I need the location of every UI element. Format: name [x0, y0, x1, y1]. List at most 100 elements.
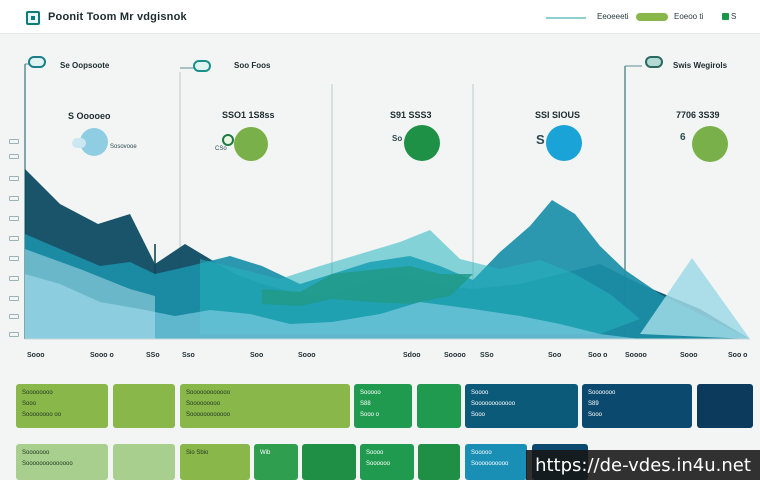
card-text-line: Wib — [260, 450, 271, 456]
summary-row1-card-3[interactable]: Soooooooooooo Sooooooooo Soooooooooooo — [180, 384, 350, 428]
series-cyan-overlay — [200, 230, 640, 334]
summary-row2-card-4[interactable]: Wib — [254, 444, 298, 480]
panel-2-badge-icon — [193, 60, 211, 72]
summary-row1-card-7[interactable]: Sooooooo S89 Sooo — [582, 384, 692, 428]
y-axis-tick — [9, 196, 19, 201]
x-tick-label: Sooo — [27, 352, 45, 359]
card-text-line: Soooo — [366, 450, 384, 456]
panel-3-sub: So — [392, 134, 403, 143]
card-text-line: Sooo o — [360, 412, 380, 418]
x-tick-label: Sooo o — [90, 352, 114, 359]
card-text-line: Sio Sbio — [186, 450, 209, 456]
header-toggle-pill[interactable] — [636, 13, 668, 21]
app-logo-icon[interactable] — [26, 11, 40, 25]
card-text-line: Sooooo — [360, 390, 381, 396]
x-tick-label: Soo — [250, 352, 264, 359]
series-lightblue-area — [25, 274, 640, 339]
y-axis-tick — [9, 139, 19, 144]
app-header: Poonit Toom Mr vdgisnok Eeoeeeti Eoeoo t… — [0, 0, 760, 34]
card-text-line: Sooo — [471, 412, 486, 418]
header-menu-item-1[interactable]: Eeoeeeti — [597, 12, 629, 21]
summary-row1-card-5[interactable] — [417, 384, 461, 428]
panel-5-label: Swis Wegirols — [673, 61, 728, 70]
status-dot-icon — [722, 13, 729, 20]
x-tick-label: Soo — [548, 352, 562, 359]
card-text-line: Sooooooo — [588, 390, 616, 396]
y-axis-tick — [9, 216, 19, 221]
app-title: Poonit Toom Mr vdgisnok — [48, 11, 187, 23]
card-text-line: Soooooooooo — [471, 461, 509, 467]
card-text-line: Sooooooooo — [186, 401, 221, 407]
panel-5-sub: 6 — [680, 132, 686, 143]
x-tick-label: Sooo — [680, 352, 698, 359]
header-menu-item-2[interactable]: Eoeoo ti — [674, 12, 704, 21]
card-text-line: Soooooooo — [22, 390, 53, 396]
panel-4-value: SSI SIOUS — [535, 110, 581, 120]
summary-row2-card-8[interactable]: Sooooo Soooooooooo — [465, 444, 527, 480]
summary-row1-card-4[interactable]: Sooooo S88 Sooo o — [354, 384, 412, 428]
summary-row2-card-7[interactable] — [418, 444, 460, 480]
card-text-line: Soooooooooooooo — [22, 461, 73, 467]
y-axis-tick — [9, 256, 19, 261]
area-chart-svg — [24, 63, 750, 340]
summary-row2-card-6[interactable]: Soooo Soooooo — [360, 444, 414, 480]
card-text-line: Soooooo — [366, 461, 391, 467]
y-axis-tick — [9, 154, 19, 159]
summary-row1-card-8[interactable] — [697, 384, 753, 428]
panel-1-mini-icon — [72, 138, 86, 148]
x-tick-label: Sdoo — [403, 352, 421, 359]
x-tick-label: Sso — [182, 352, 195, 359]
dashboard-chart: Se Oopsoote S Ooooeo Sosovooe Soo Foos S… — [0, 34, 760, 364]
card-text-line: Sooooo — [471, 450, 492, 456]
panel-1-label: Se Oopsoote — [60, 61, 110, 70]
summary-row2-card-5[interactable] — [302, 444, 356, 480]
y-axis-tick — [9, 276, 19, 281]
summary-row2-card-1[interactable]: Sooooooo Soooooooooooooo — [16, 444, 108, 480]
panel-4-sub: S — [536, 132, 545, 147]
card-text-line: Soooooooooooo — [186, 412, 231, 418]
panel-2-sub: CSo — [215, 146, 227, 152]
x-tick-label: Soo o — [588, 352, 608, 359]
card-text-line: Soooooooooooo — [186, 390, 231, 396]
x-tick-label: Soooo — [444, 352, 466, 359]
summary-row2-card-3[interactable]: Sio Sbio — [180, 444, 250, 480]
summary-row1-card-1[interactable]: Soooooooo Sooo Soooooooo oo — [16, 384, 108, 428]
card-text-line: Soooo — [471, 390, 489, 396]
x-tick-label: SSo — [480, 352, 494, 359]
card-text-line: S89 — [588, 401, 599, 407]
card-text-line: Sooo — [588, 412, 603, 418]
card-text-line: Sooooooo — [22, 450, 50, 456]
y-axis-tick — [9, 314, 19, 319]
panel-1-badge-icon — [28, 56, 46, 68]
panel-2-mini-icon — [222, 134, 234, 146]
x-tick-label: Soo o — [728, 352, 748, 359]
y-axis-tick — [9, 236, 19, 241]
series-right-peak — [640, 258, 750, 339]
panel-2-value: SSO1 1S8ss — [222, 110, 275, 120]
summary-row1-card-2[interactable] — [113, 384, 175, 428]
y-axis-tick — [9, 176, 19, 181]
watermark-url: https://de-vdes.in4u.net — [526, 450, 760, 480]
panel-2-label: Soo Foos — [234, 61, 271, 70]
y-axis-tick — [9, 332, 19, 337]
panel-4-kpi-circle — [546, 125, 582, 161]
card-text-line: Soooooooooooo — [471, 401, 516, 407]
header-menu-item-3[interactable]: S — [731, 12, 737, 21]
header-divider — [546, 17, 586, 19]
panel-5-value: 7706 3S39 — [676, 110, 720, 120]
card-text-line: Soooooooo oo — [22, 412, 62, 418]
panel-2-kpi-circle — [234, 127, 268, 161]
card-text-line: S88 — [360, 401, 371, 407]
x-tick-label: SSo — [146, 352, 160, 359]
panel-3-value: S91 SSS3 — [390, 110, 432, 120]
series-pale-wash — [25, 249, 155, 339]
x-tick-label: Sooo — [298, 352, 316, 359]
summary-row1-card-6[interactable]: Soooo Soooooooooooo Sooo — [465, 384, 578, 428]
panel-1-value: S Ooooeo — [68, 111, 111, 121]
panel-3-kpi-circle — [404, 125, 440, 161]
card-text-line: Sooo — [22, 401, 37, 407]
panel-5-badge-icon — [645, 56, 663, 68]
panel-5-kpi-circle — [692, 126, 728, 162]
summary-row2-card-2[interactable] — [113, 444, 175, 480]
y-axis-tick — [9, 296, 19, 301]
